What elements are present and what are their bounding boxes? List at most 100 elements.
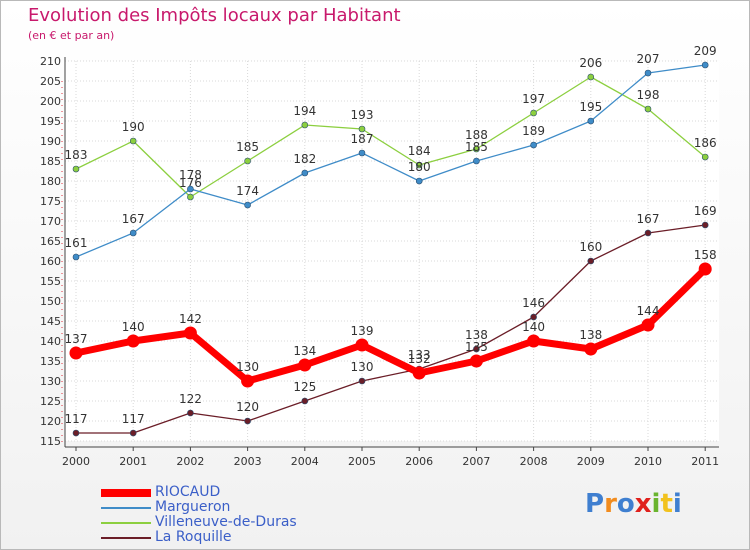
- y-tick-label: 170: [40, 215, 61, 228]
- data-point-la-roquille: [358, 377, 366, 385]
- y-tick-label: 200: [40, 95, 61, 108]
- data-point-riocaud: [126, 334, 140, 348]
- data-point-villeneuve-de-duras: [358, 125, 366, 133]
- data-point-riocaud: [183, 326, 197, 340]
- x-tick-label: 2004: [291, 455, 319, 468]
- data-label-la-roquille: 130: [351, 360, 374, 374]
- data-label-margueron: 195: [579, 100, 602, 114]
- data-point-margueron: [473, 157, 480, 165]
- data-label-margueron: 207: [637, 52, 660, 66]
- x-tick-label: 2010: [634, 455, 662, 468]
- data-label-riocaud: 132: [408, 352, 431, 366]
- data-label-villeneuve-de-duras: 186: [694, 136, 717, 150]
- x-tick-label: 2000: [62, 455, 90, 468]
- y-tick-label: 150: [40, 295, 61, 308]
- chart-title: Evolution des Impôts locaux par Habitant: [28, 5, 401, 26]
- chart-subtitle: (en € et par an): [28, 29, 115, 42]
- y-tick-label: 185: [40, 155, 61, 168]
- legend-swatch-villeneuve: [101, 522, 151, 524]
- legend-label-villeneuve: Villeneuve-de-Duras: [155, 514, 297, 530]
- data-point-riocaud: [698, 262, 712, 276]
- data-label-villeneuve-de-duras: 183: [65, 148, 88, 162]
- data-point-riocaud: [241, 374, 255, 388]
- data-point-riocaud: [298, 358, 312, 372]
- data-label-villeneuve-de-duras: 188: [465, 128, 488, 142]
- y-tick-label: 180: [40, 175, 61, 188]
- data-point-margueron: [244, 201, 251, 209]
- y-tick-label: 205: [40, 75, 61, 88]
- data-point-villeneuve-de-duras: [244, 157, 251, 165]
- data-label-la-roquille: 117: [122, 412, 145, 426]
- data-label-margueron: 189: [522, 124, 545, 138]
- data-point-villeneuve-de-duras: [72, 165, 80, 173]
- data-label-villeneuve-de-duras: 198: [637, 88, 660, 102]
- data-label-la-roquille: 125: [293, 380, 316, 394]
- data-label-margueron: 174: [236, 184, 259, 198]
- data-point-margueron: [72, 253, 80, 261]
- y-tick-label: 140: [40, 335, 61, 348]
- data-label-riocaud: 138: [579, 328, 602, 342]
- y-tick-label: 145: [40, 315, 61, 328]
- x-tick-label: 2008: [520, 455, 548, 468]
- series-line-riocaud: [75, 266, 708, 385]
- logo-letter: P: [585, 489, 605, 519]
- data-label-riocaud: 135: [465, 340, 488, 354]
- data-point-villeneuve-de-duras: [701, 153, 709, 161]
- data-point-villeneuve-de-duras: [530, 109, 537, 117]
- data-point-margueron: [301, 169, 309, 177]
- data-label-margueron: 187: [351, 132, 374, 146]
- data-point-villeneuve-de-duras: [301, 121, 309, 129]
- y-tick-label: 120: [40, 415, 61, 428]
- data-label-margueron: 185: [465, 140, 488, 154]
- data-point-villeneuve-de-duras: [415, 161, 423, 169]
- data-label-margueron: 182: [293, 152, 316, 166]
- data-label-villeneuve-de-duras: 193: [351, 108, 374, 122]
- data-label-la-roquille: 169: [694, 204, 717, 218]
- data-point-la-roquille: [129, 429, 137, 437]
- y-tick-label: 155: [40, 275, 61, 288]
- data-point-la-roquille: [587, 257, 595, 265]
- data-label-la-roquille: 117: [65, 412, 88, 426]
- data-point-la-roquille: [187, 409, 194, 417]
- data-point-villeneuve-de-duras: [644, 105, 652, 113]
- data-label-la-roquille: 133: [408, 348, 431, 362]
- data-point-margueron: [415, 177, 423, 185]
- data-label-villeneuve-de-duras: 197: [522, 92, 545, 106]
- data-point-villeneuve-de-duras: [587, 73, 595, 81]
- series-line-margueron: [75, 64, 706, 258]
- data-point-la-roquille: [301, 397, 309, 405]
- y-tick-label: 190: [40, 135, 61, 148]
- data-label-riocaud: 137: [65, 332, 88, 346]
- data-label-riocaud: 158: [694, 248, 717, 262]
- y-tick-label: 195: [40, 115, 61, 128]
- x-tick-label: 2001: [119, 455, 147, 468]
- x-tick-label: 2003: [234, 455, 262, 468]
- data-point-riocaud: [469, 354, 483, 368]
- data-point-riocaud: [355, 338, 369, 352]
- data-point-margueron: [644, 69, 652, 77]
- legend-swatch-margueron: [101, 507, 151, 509]
- y-tick-label: 115: [40, 435, 61, 448]
- series-line-villeneuve-de-duras: [75, 76, 706, 198]
- data-point-margueron: [358, 149, 366, 157]
- series-line-la-roquille: [76, 224, 706, 434]
- logo-letter: r: [604, 489, 617, 519]
- data-point-riocaud: [527, 334, 541, 348]
- logo-letter: t: [660, 489, 673, 519]
- data-point-la-roquille: [473, 345, 480, 353]
- x-tick-label: 2002: [176, 455, 204, 468]
- y-tick-label: 125: [40, 395, 61, 408]
- data-label-riocaud: 140: [122, 320, 145, 334]
- data-point-riocaud: [641, 318, 655, 332]
- logo-letter: x: [634, 489, 652, 519]
- data-label-la-roquille: 120: [236, 400, 259, 414]
- data-label-riocaud: 134: [293, 344, 316, 358]
- data-label-margueron: 180: [408, 160, 431, 174]
- data-point-villeneuve-de-duras: [187, 193, 194, 201]
- legend-swatch-riocaud: [101, 489, 151, 497]
- y-tick-label: 130: [40, 375, 61, 388]
- data-point-la-roquille: [244, 417, 251, 425]
- data-label-margueron: 178: [179, 168, 202, 182]
- data-label-riocaud: 144: [637, 304, 660, 318]
